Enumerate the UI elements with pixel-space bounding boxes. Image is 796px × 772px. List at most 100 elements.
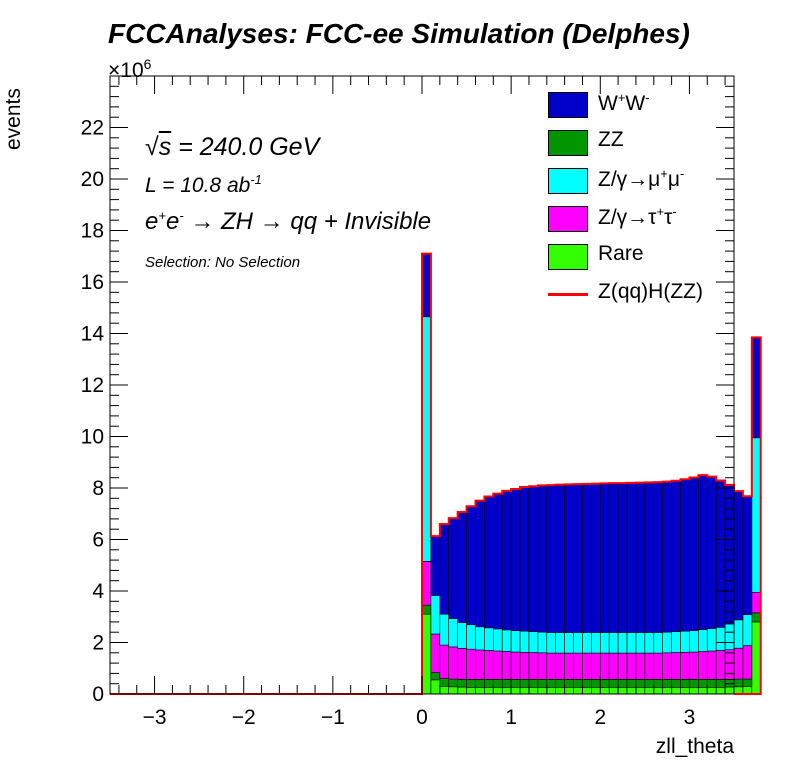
- legend-swatch-ztautau: [548, 206, 588, 232]
- bar-ZZ-5: [466, 679, 476, 688]
- bar-ZZ-10: [510, 679, 521, 688]
- bar-Zmumu-28: [671, 631, 681, 653]
- bar-Ztautau-24: [635, 652, 646, 680]
- bar-Ztautau-27: [662, 652, 672, 680]
- bar-Rare-34: [724, 686, 735, 695]
- bar-WW-6: [475, 500, 485, 628]
- legend-label-ww: W+W-: [598, 90, 650, 115]
- bar-ZZ-11: [519, 679, 530, 688]
- y-tick-label: 18: [81, 220, 104, 243]
- bar-Zmumu-0: [421, 316, 432, 562]
- bar-WW-5: [466, 505, 476, 626]
- bar-Ztautau-15: [555, 652, 565, 680]
- bar-Rare-28: [671, 687, 681, 695]
- bar-Ztautau-21: [608, 652, 619, 680]
- y-tick-label: 8: [92, 477, 104, 500]
- y-tick-label: 22: [81, 117, 104, 140]
- x-tick-label: 3: [684, 706, 696, 729]
- bar-Ztautau-11: [519, 651, 530, 680]
- bar-ZZ-17: [573, 679, 583, 688]
- bar-Ztautau-2: [439, 644, 450, 679]
- bar-Rare-27: [662, 687, 672, 695]
- bar-Rare-32: [706, 687, 717, 695]
- bar-ZZ-14: [546, 679, 557, 688]
- bar-Zmumu-17: [573, 632, 583, 654]
- bar-Ztautau-37: [751, 591, 762, 614]
- bar-ZZ-16: [564, 679, 574, 688]
- x-tick-label: −2: [232, 706, 256, 729]
- legend-label-rare: Rare: [598, 242, 644, 265]
- bar-ZZ-35: [733, 678, 744, 688]
- bar-Rare-13: [537, 687, 548, 695]
- bar-Ztautau-4: [457, 648, 467, 680]
- bar-Zmumu-5: [466, 624, 476, 650]
- bar-Rare-9: [501, 687, 512, 695]
- bar-Ztautau-1: [430, 633, 441, 673]
- bar-Ztautau-32: [706, 650, 717, 680]
- bar-Rare-22: [617, 687, 628, 695]
- bar-WW-17: [573, 483, 583, 633]
- bar-Ztautau-34: [724, 649, 735, 680]
- bar-Rare-14: [546, 687, 557, 695]
- bar-Ztautau-14: [546, 652, 557, 680]
- bar-Zmumu-36: [742, 614, 753, 646]
- bar-Ztautau-19: [591, 652, 601, 680]
- bar-Rare-20: [599, 687, 610, 695]
- bar-ZZ-27: [662, 679, 672, 688]
- bar-Zmumu-32: [706, 628, 717, 652]
- bar-Rare-18: [582, 687, 592, 695]
- bar-ZZ-28: [671, 679, 681, 688]
- bar-ZZ-12: [528, 679, 539, 688]
- bar-ZZ-23: [626, 679, 637, 688]
- y-axis-label: events: [2, 88, 25, 150]
- bar-Rare-24: [635, 687, 646, 695]
- bar-WW-28: [671, 480, 681, 632]
- y-tick-label: 12: [81, 374, 104, 397]
- bar-Ztautau-35: [733, 647, 744, 680]
- bar-ZZ-0: [421, 604, 432, 615]
- bar-ZZ-2: [439, 678, 450, 687]
- bar-Ztautau-18: [582, 652, 592, 680]
- bar-WW-15: [555, 484, 565, 633]
- bar-WW-0: [421, 253, 432, 318]
- y-tick-label: 0: [92, 683, 104, 706]
- bar-Rare-19: [591, 687, 601, 695]
- bar-WW-23: [626, 482, 637, 633]
- bar-WW-7: [484, 496, 494, 629]
- x-tick-label: 1: [505, 706, 517, 729]
- bar-Zmumu-29: [680, 630, 690, 653]
- luminosity-annotation: L = 10.8 ab-1: [145, 172, 262, 197]
- bar-Zmumu-24: [635, 632, 646, 654]
- bar-Ztautau-12: [528, 652, 539, 680]
- legend-swatch-rare: [548, 244, 588, 270]
- bar-ZZ-34: [724, 679, 735, 688]
- bar-WW-22: [617, 482, 628, 633]
- bar-Zmumu-22: [617, 632, 628, 654]
- bar-Rare-7: [484, 687, 494, 695]
- bar-Rare-25: [644, 687, 655, 695]
- bar-Zmumu-33: [715, 627, 726, 651]
- bar-Zmumu-35: [733, 619, 744, 649]
- bar-Ztautau-28: [671, 652, 681, 680]
- x-tick-label: −3: [143, 706, 167, 729]
- bar-WW-34: [724, 484, 735, 625]
- bar-WW-37: [751, 337, 762, 439]
- bar-Zmumu-23: [626, 632, 637, 654]
- bar-ZZ-6: [475, 679, 485, 688]
- bar-Rare-2: [439, 685, 450, 695]
- bar-ZZ-1: [430, 672, 441, 681]
- bar-Zmumu-16: [564, 632, 574, 654]
- chart-title: FCCAnalyses: FCC-ee Simulation (Delphes): [108, 18, 690, 49]
- legend-swatch-zmumu: [548, 168, 588, 194]
- bar-Ztautau-20: [599, 652, 610, 680]
- bar-Rare-4: [457, 686, 467, 695]
- bar-WW-31: [698, 474, 708, 630]
- bar-ZZ-33: [715, 679, 726, 688]
- bar-ZZ-19: [591, 679, 601, 688]
- bar-Ztautau-0: [421, 561, 432, 606]
- y-tick-label: 6: [92, 529, 104, 552]
- selection-annotation: Selection: No Selection: [145, 254, 301, 271]
- bar-ZZ-30: [689, 679, 699, 688]
- bar-WW-4: [457, 511, 467, 623]
- bar-Ztautau-10: [510, 651, 521, 680]
